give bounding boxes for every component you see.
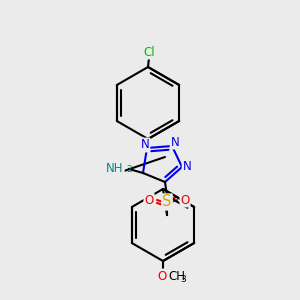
Text: N: N — [183, 160, 191, 172]
Text: O: O — [158, 269, 166, 283]
Text: O: O — [180, 194, 190, 206]
Text: CH: CH — [168, 269, 185, 283]
Text: 3: 3 — [180, 274, 186, 284]
Text: N: N — [171, 136, 179, 148]
Text: Cl: Cl — [143, 46, 155, 59]
Text: 2: 2 — [126, 165, 132, 174]
Text: NH: NH — [106, 161, 124, 175]
Text: N: N — [141, 139, 149, 152]
Text: S: S — [162, 194, 172, 209]
Text: O: O — [144, 194, 154, 206]
